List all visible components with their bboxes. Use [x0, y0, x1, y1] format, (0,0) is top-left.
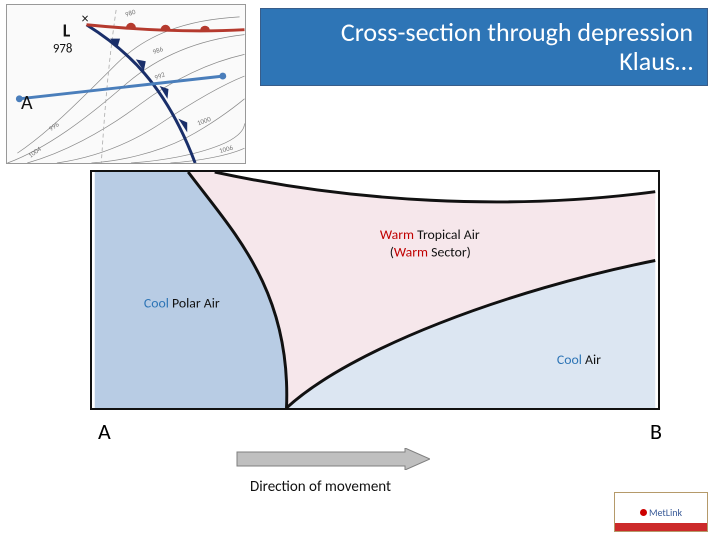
map-point-a-label: A [21, 91, 33, 115]
isobar-label-2: 992 [153, 69, 167, 81]
direction-label: Direction of movement [250, 478, 391, 496]
isobars [8, 17, 245, 163]
cool-air-label: Cool Air [557, 351, 601, 368]
metlink-logo: MetLink [614, 492, 708, 532]
endpoint-b: B [650, 418, 662, 445]
warm-sector-sublabel: (Warm Sector) [390, 244, 471, 261]
cool-polar-label: Cool Polar Air [144, 295, 220, 312]
metlink-text: MetLink [649, 506, 682, 519]
isobar-label-0: 980 [124, 7, 137, 19]
endpoint-a: A [98, 418, 111, 445]
cross-section-diagram: Warm Tropical Air (Warm Sector) Cool Pol… [90, 170, 660, 410]
isobar-label-1: 986 [151, 44, 164, 56]
low-pressure: 978 [53, 41, 73, 56]
synoptic-map: × L 978 980 986 992 996 1000 1004 1006 A [6, 4, 246, 164]
metlink-dot-icon [640, 509, 647, 516]
section-point-b [219, 73, 226, 80]
metlink-bar [615, 523, 707, 531]
direction-arrow [235, 448, 430, 470]
cross-svg: Warm Tropical Air (Warm Sector) Cool Pol… [92, 172, 658, 408]
low-x-mark: × [82, 10, 89, 27]
warm-word-1: Warm [380, 226, 414, 243]
isobar-label-4: 1000 [196, 114, 213, 127]
isobar-label-5: 1004 [26, 144, 43, 160]
title-banner: Cross-section through depression Klaus… [260, 8, 708, 86]
warm-sector-label: Warm Tropical Air [380, 226, 480, 243]
title-text: Cross-section through depression Klaus… [275, 18, 693, 75]
section-line [19, 76, 222, 99]
arrow-shape [237, 448, 430, 470]
map-svg: × L 978 980 986 992 996 1000 1004 1006 [7, 5, 245, 163]
isobar-label-3: 996 [47, 119, 61, 133]
low-L: L [63, 20, 71, 42]
trough-line [101, 10, 116, 163]
